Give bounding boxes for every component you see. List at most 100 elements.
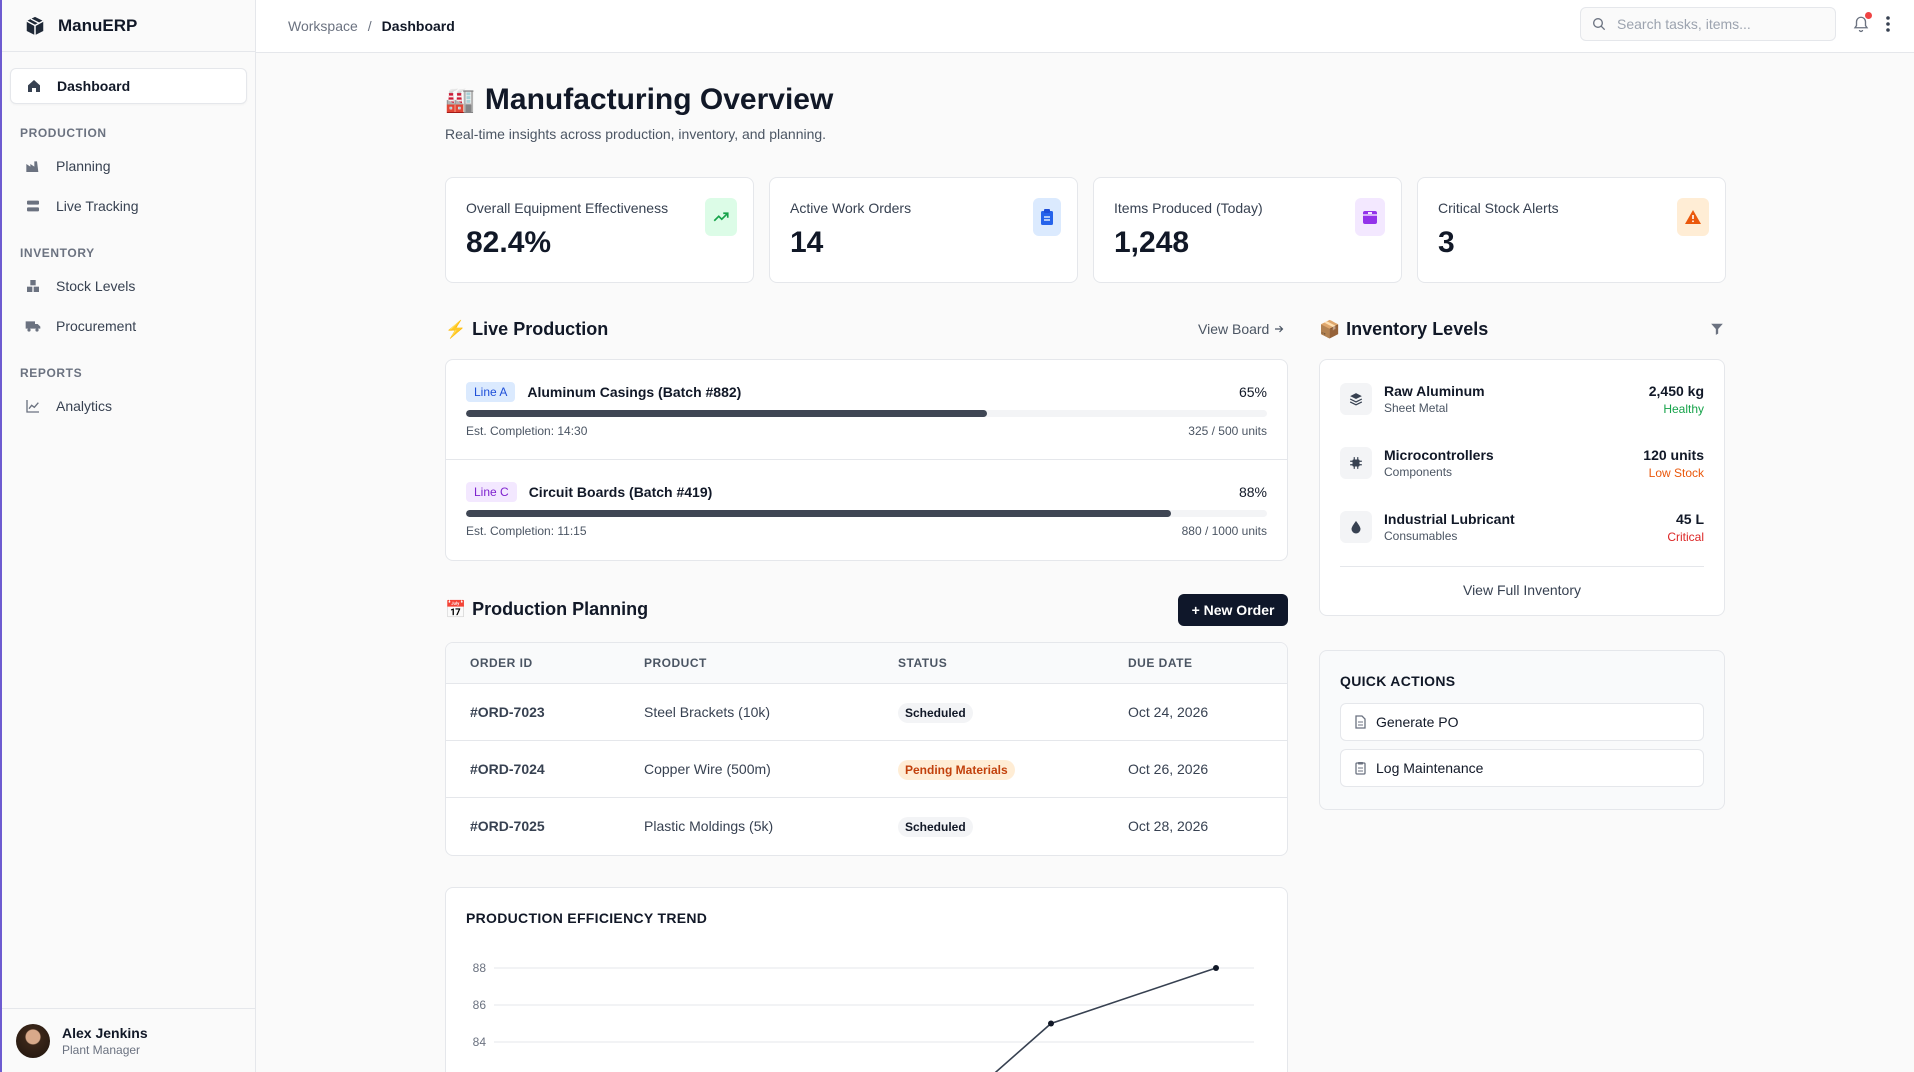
log-maintenance-button[interactable]: Log Maintenance (1340, 749, 1704, 787)
user-role: Plant Manager (62, 1042, 141, 1057)
sidebar-item-live-tracking[interactable]: Live Tracking (10, 188, 247, 224)
inventory-item[interactable]: Microcontrollers Components 120 units Lo… (1340, 438, 1704, 488)
quick-actions-card: QUICK ACTIONS Generate PO Log Maintenanc… (1319, 650, 1725, 810)
y-tick-label: 88 (473, 961, 487, 975)
orders-table: ORDER ID PRODUCT STATUS DUE DATE #ORD-70… (446, 643, 1287, 854)
search-input[interactable] (1617, 16, 1817, 32)
data-point[interactable] (1213, 965, 1219, 971)
sidebar-nav: Dashboard PRODUCTION Planning Live Track… (2, 52, 255, 444)
view-full-inventory-link[interactable]: View Full Inventory (1462, 582, 1581, 598)
page-subtitle: Real-time insights across production, in… (445, 126, 827, 142)
layers-icon (1340, 383, 1372, 415)
generate-po-button[interactable]: Generate PO (1340, 703, 1704, 741)
user-profile[interactable]: Alex Jenkins Plant Manager (2, 1008, 256, 1072)
kpi-card-work-orders: Active Work Orders 14 (769, 177, 1078, 283)
progress-bar-fill (466, 410, 987, 417)
kpi-label: Critical Stock Alerts (1438, 200, 1559, 216)
quick-actions-title: QUICK ACTIONS (1340, 673, 1456, 689)
more-menu-button[interactable] (1884, 14, 1892, 34)
kpi-card-oee: Overall Equipment Effectiveness 82.4% (445, 177, 754, 283)
column-header[interactable]: STATUS (874, 643, 1104, 684)
inventory-item-quantity: 120 units (1643, 446, 1704, 463)
brand[interactable]: ManuERP (2, 0, 255, 52)
more-vertical-icon (1886, 16, 1890, 32)
y-tick-label: 84 (473, 1035, 487, 1049)
new-order-button[interactable]: + New Order (1178, 594, 1288, 626)
trending-up-icon (705, 198, 737, 236)
product-name: Aluminum Casings (Batch #882) (527, 384, 742, 400)
sidebar-section-inventory: INVENTORY (20, 246, 95, 260)
inventory-item[interactable]: Industrial Lubricant Consumables 45 L Cr… (1340, 502, 1704, 552)
inventory-item-status: Healthy (1663, 401, 1704, 416)
breadcrumb: Workspace / Dashboard (288, 18, 455, 34)
warning-icon (1677, 198, 1709, 236)
breadcrumb-workspace[interactable]: Workspace (288, 18, 358, 34)
bell-icon (1853, 16, 1869, 33)
kpi-value: 3 (1438, 226, 1455, 259)
inventory-card: Raw Aluminum Sheet Metal 2,450 kg Health… (1319, 359, 1725, 616)
kpi-card-critical-alerts: Critical Stock Alerts 3 (1417, 177, 1726, 283)
order-id: #ORD-7023 (446, 683, 620, 741)
inventory-item-name: Raw Aluminum (1384, 383, 1485, 399)
sidebar-item-stock-levels[interactable]: Stock Levels (10, 268, 247, 304)
eta-text: Est. Completion: 11:15 (466, 524, 587, 538)
table-row[interactable]: #ORD-7023 Steel Brackets (10k) Scheduled… (446, 683, 1287, 741)
sidebar-item-label: Live Tracking (56, 198, 139, 214)
divider (1340, 566, 1704, 567)
breadcrumb-current: Dashboard (381, 18, 455, 34)
column-header[interactable]: DUE DATE (1104, 643, 1287, 684)
data-point[interactable] (1048, 1020, 1054, 1027)
quick-action-label: Log Maintenance (1376, 760, 1484, 776)
production-line-row[interactable]: Line C Circuit Boards (Batch #419) 88% E… (446, 460, 1287, 560)
chart-title: PRODUCTION EFFICIENCY TREND (466, 910, 708, 926)
breadcrumb-separator: / (367, 18, 372, 34)
y-tick-label: 86 (473, 998, 487, 1012)
sidebar-item-dashboard[interactable]: Dashboard (10, 68, 247, 104)
sidebar-section-reports: REPORTS (20, 366, 83, 380)
order-product: Plastic Moldings (5k) (644, 817, 774, 834)
view-board-label: View Board (1198, 321, 1270, 337)
kpi-label: Active Work Orders (790, 200, 912, 216)
clipboard-list-icon (1355, 761, 1366, 775)
status-badge: Scheduled (898, 702, 973, 723)
app-name: ManuERP (58, 15, 138, 35)
inventory-levels-title: 📦 Inventory Levels (1319, 319, 1488, 340)
sidebar-item-label: Planning (56, 158, 111, 174)
sidebar-item-analytics[interactable]: Analytics (10, 388, 247, 424)
factory-emoji-icon: 🏭 (445, 86, 475, 114)
inventory-item-status: Low Stock (1648, 465, 1704, 480)
chip-icon (1340, 447, 1372, 479)
sidebar-item-label: Analytics (56, 398, 113, 414)
cube-logo-icon (24, 15, 46, 37)
search-box[interactable] (1580, 7, 1836, 41)
table-header-row: ORDER ID PRODUCT STATUS DUE DATE (446, 643, 1287, 684)
due-date: Oct 28, 2026 (1128, 817, 1209, 834)
line-chart-icon (24, 397, 42, 415)
table-row[interactable]: #ORD-7024 Copper Wire (500m) Pending Mat… (446, 740, 1287, 798)
boxes-icon (24, 277, 42, 295)
filter-button[interactable] (1710, 322, 1724, 336)
kpi-label: Overall Equipment Effectiveness (466, 200, 669, 216)
status-badge: Scheduled (898, 816, 973, 837)
kpi-label: Items Produced (Today) (1114, 200, 1263, 216)
sidebar-item-planning[interactable]: Planning (10, 148, 247, 184)
column-header[interactable]: PRODUCT (620, 643, 874, 684)
column-header[interactable]: ORDER ID (446, 643, 620, 684)
view-board-link[interactable]: View Board (1198, 321, 1285, 337)
truck-icon (24, 317, 42, 335)
production-line-row[interactable]: Line A Aluminum Casings (Batch #882) 65%… (446, 360, 1287, 460)
live-production-title: ⚡ Live Production (445, 319, 608, 340)
inventory-item-name: Microcontrollers (1384, 447, 1494, 463)
notifications-button[interactable] (1852, 12, 1872, 34)
sidebar: ManuERP Dashboard PRODUCTION Planning Li… (0, 0, 256, 1072)
inventory-item-category: Components (1384, 465, 1453, 479)
lightning-emoji-icon: ⚡ (445, 319, 467, 339)
factory-icon (24, 157, 42, 175)
package-emoji-icon: 📦 (1319, 319, 1341, 339)
progress-percent: 65% (1238, 384, 1267, 400)
efficiency-chart-card: PRODUCTION EFFICIENCY TREND 88 86 84 (445, 887, 1288, 1072)
table-row[interactable]: #ORD-7025 Plastic Moldings (5k) Schedule… (446, 797, 1287, 854)
inventory-item[interactable]: Raw Aluminum Sheet Metal 2,450 kg Health… (1340, 374, 1704, 424)
order-product: Steel Brackets (10k) (620, 683, 874, 741)
sidebar-item-procurement[interactable]: Procurement (10, 308, 247, 344)
